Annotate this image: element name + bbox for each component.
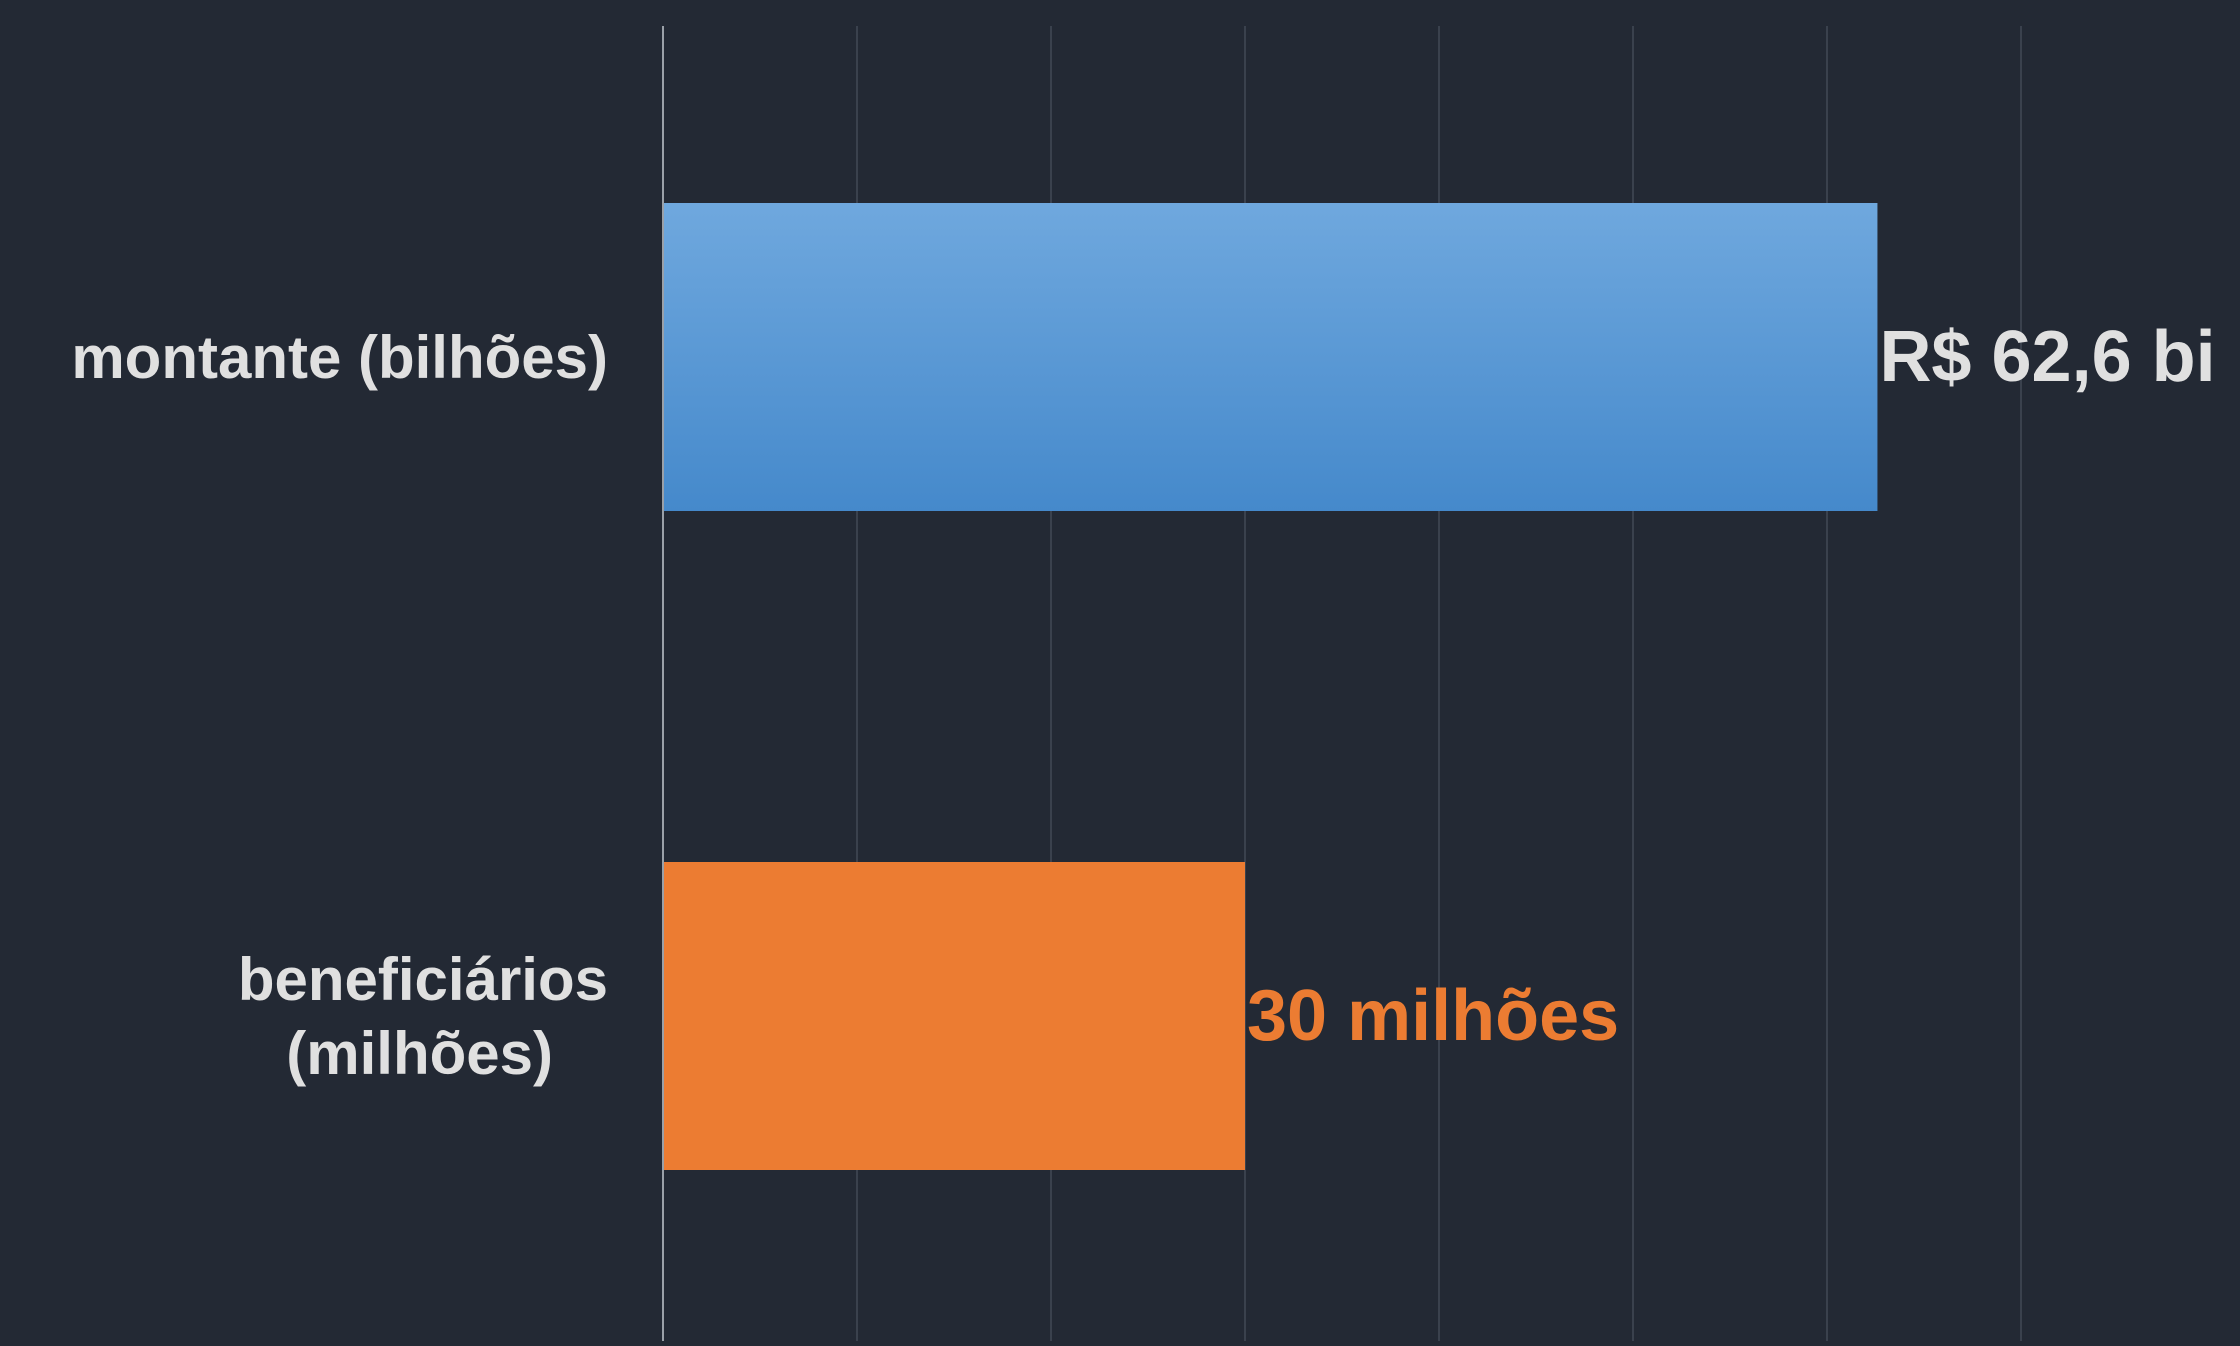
labels: montante (bilhões) beneficiários (milhões)…: [71, 317, 2215, 1087]
category-label-beneficiarios: beneficiários (milhões): [238, 946, 608, 1087]
data-label-beneficiarios: 30 milhões: [1247, 976, 1619, 1056]
category-label-montante: montante (bilhões): [71, 324, 608, 391]
data-label-montante: R$ 62,6 bi: [1879, 317, 2215, 397]
bar-montante: [663, 203, 1878, 511]
bar-beneficiarios: [663, 862, 1245, 1170]
bars: [663, 203, 1878, 1170]
